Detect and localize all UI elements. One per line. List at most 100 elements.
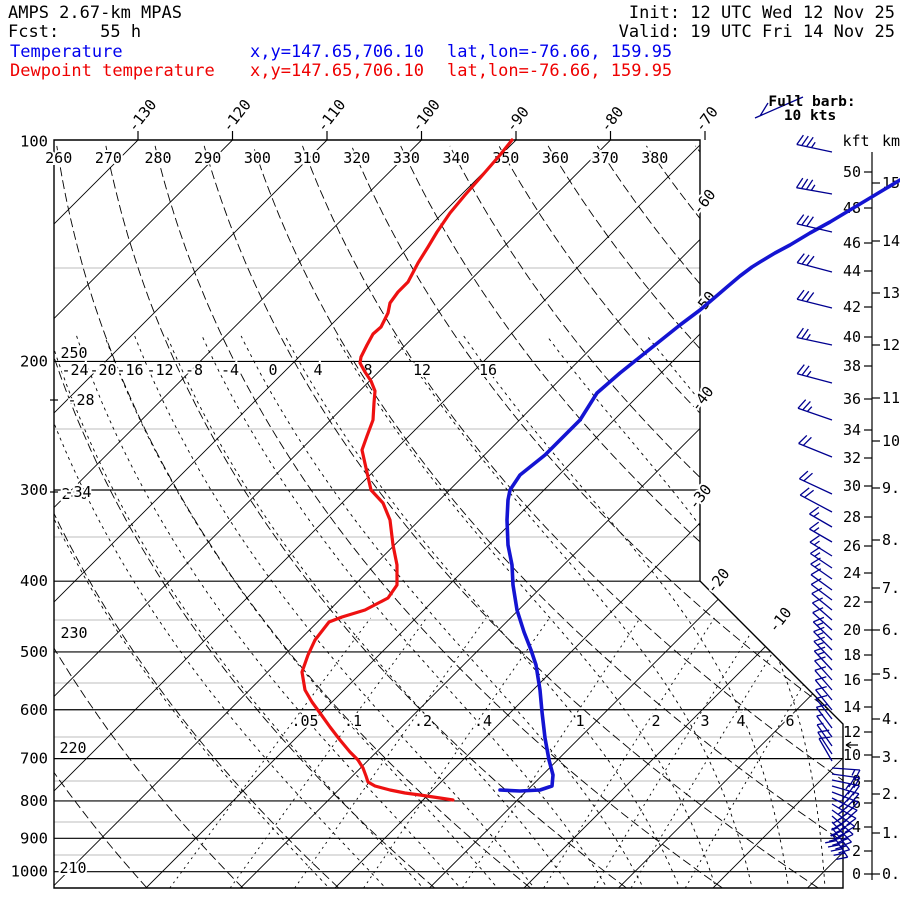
svg-text:300: 300 bbox=[244, 149, 271, 167]
svg-text:50: 50 bbox=[843, 163, 861, 181]
svg-text:-12: -12 bbox=[146, 361, 173, 379]
svg-text:900: 900 bbox=[20, 829, 48, 847]
svg-text:8: 8 bbox=[363, 361, 372, 379]
svg-text:600: 600 bbox=[20, 701, 48, 719]
svg-text:-120: -120 bbox=[218, 96, 254, 136]
edge-isotherm-labels: -60-50-40-30-20-10 bbox=[683, 184, 798, 638]
svg-text:250: 250 bbox=[60, 344, 87, 362]
svg-text:800: 800 bbox=[20, 792, 48, 810]
svg-text:3: 3 bbox=[700, 712, 709, 730]
left-arrow-icon bbox=[845, 741, 858, 749]
svg-text:-70: -70 bbox=[691, 103, 722, 135]
plot-border bbox=[53, 139, 844, 889]
svg-text:-100: -100 bbox=[407, 96, 443, 136]
svg-text:2: 2 bbox=[651, 712, 660, 730]
svg-text:13.: 13. bbox=[882, 284, 900, 302]
moist-adiabat-labels: -24 -20 -16 -12 -8 -4 0 4 8 12 16 -28 -34 bbox=[50, 359, 499, 503]
svg-text:22: 22 bbox=[843, 593, 861, 611]
svg-text:-30: -30 bbox=[685, 481, 716, 513]
svg-text:500: 500 bbox=[20, 643, 48, 661]
svg-text:230: 230 bbox=[60, 624, 87, 642]
init-time: Init: 12 UTC Wed 12 Nov 25 bbox=[628, 3, 895, 23]
svg-text:Full barb:: Full barb: bbox=[768, 94, 855, 110]
svg-text:46: 46 bbox=[843, 234, 861, 252]
svg-text:2.: 2. bbox=[882, 785, 900, 803]
svg-text:0: 0 bbox=[852, 865, 861, 883]
svg-text:4: 4 bbox=[852, 818, 861, 836]
svg-text:220: 220 bbox=[59, 739, 86, 757]
barb-scale-legend: Full barb:10 kts bbox=[754, 94, 856, 124]
svg-text:200: 200 bbox=[20, 352, 48, 370]
svg-text:360: 360 bbox=[542, 149, 569, 167]
svg-text:8: 8 bbox=[852, 772, 861, 790]
mixing-ratio-lines bbox=[169, 617, 843, 888]
svg-text:32: 32 bbox=[843, 449, 861, 467]
svg-text:-20: -20 bbox=[89, 361, 116, 379]
svg-text:28: 28 bbox=[843, 508, 861, 526]
svg-text:.2: .2 bbox=[414, 712, 432, 730]
svg-text:310: 310 bbox=[294, 149, 321, 167]
svg-text:16: 16 bbox=[843, 671, 861, 689]
svg-text:4.: 4. bbox=[882, 710, 900, 728]
svg-text:-110: -110 bbox=[313, 96, 349, 136]
svg-text:4: 4 bbox=[736, 712, 745, 730]
svg-text:370: 370 bbox=[592, 149, 619, 167]
svg-text:24: 24 bbox=[843, 564, 861, 582]
svg-text:1000: 1000 bbox=[11, 863, 48, 881]
svg-text:-130: -130 bbox=[124, 96, 160, 136]
svg-text:34: 34 bbox=[843, 421, 861, 439]
svg-text:-24: -24 bbox=[61, 361, 88, 379]
svg-text:270: 270 bbox=[95, 149, 122, 167]
svg-text:44: 44 bbox=[843, 262, 861, 280]
chart-title: AMPS 2.67-km MPAS bbox=[8, 3, 182, 23]
svg-text:14: 14 bbox=[843, 698, 861, 716]
mixing-ratio-labels: .05 .1 .2 .4 1 2 3 4 6 bbox=[289, 710, 796, 732]
svg-text:260: 260 bbox=[45, 149, 72, 167]
svg-text:1: 1 bbox=[575, 712, 584, 730]
svg-text:100: 100 bbox=[20, 133, 48, 151]
svg-text:0: 0 bbox=[268, 361, 277, 379]
dewpoint-xy: x,y=147.65,706.10 bbox=[250, 61, 424, 81]
svg-text:-40: -40 bbox=[687, 383, 718, 415]
svg-text:380: 380 bbox=[641, 149, 668, 167]
svg-text:km: km bbox=[882, 132, 900, 150]
svg-text:-4: -4 bbox=[221, 361, 239, 379]
svg-text:300: 300 bbox=[20, 481, 48, 499]
svg-text:.1: .1 bbox=[344, 712, 362, 730]
svg-text:12: 12 bbox=[413, 361, 431, 379]
svg-text:240: 240 bbox=[61, 485, 88, 503]
svg-text:700: 700 bbox=[20, 750, 48, 768]
svg-text:1.: 1. bbox=[882, 824, 900, 842]
temperature-legend-label: Temperature bbox=[10, 42, 123, 62]
svg-text:.05: .05 bbox=[291, 712, 318, 730]
dewpoint-latlon: lat,lon=-76.66, 159.95 bbox=[447, 61, 673, 81]
svg-text:-20: -20 bbox=[703, 565, 734, 597]
pressure-axis-labels: 100 200 300 400 500 600 700 800 900 1000 bbox=[11, 133, 48, 881]
top-isotherm-labels: -130 -120 -110 -100 -90 -80 -70 bbox=[124, 96, 722, 140]
svg-text:210: 210 bbox=[59, 859, 86, 877]
svg-text:11.: 11. bbox=[882, 389, 900, 407]
svg-text:290: 290 bbox=[194, 149, 221, 167]
svg-text:18: 18 bbox=[843, 646, 861, 664]
svg-text:-80: -80 bbox=[596, 103, 627, 135]
svg-text:36: 36 bbox=[843, 390, 861, 408]
svg-text:280: 280 bbox=[145, 149, 172, 167]
svg-text:38: 38 bbox=[843, 357, 861, 375]
svg-text:12.: 12. bbox=[882, 336, 900, 354]
temperature-latlon: lat,lon=-76.66, 159.95 bbox=[447, 42, 673, 62]
svg-text:320: 320 bbox=[343, 149, 370, 167]
svg-text:3.: 3. bbox=[882, 748, 900, 766]
svg-text:10.: 10. bbox=[882, 432, 900, 450]
svg-text:6.: 6. bbox=[882, 621, 900, 639]
svg-text:0.: 0. bbox=[882, 865, 900, 883]
forecast-hour: Fcst: 55 h bbox=[8, 22, 142, 42]
svg-text:.4: .4 bbox=[474, 712, 492, 730]
svg-text:-10: -10 bbox=[765, 604, 796, 636]
height-lines bbox=[54, 267, 843, 856]
svg-text:26: 26 bbox=[843, 537, 861, 555]
moist-adiabats bbox=[54, 335, 843, 888]
svg-text:8.: 8. bbox=[882, 531, 900, 549]
svg-text:-8: -8 bbox=[185, 361, 203, 379]
wind-barbs bbox=[795, 134, 861, 861]
